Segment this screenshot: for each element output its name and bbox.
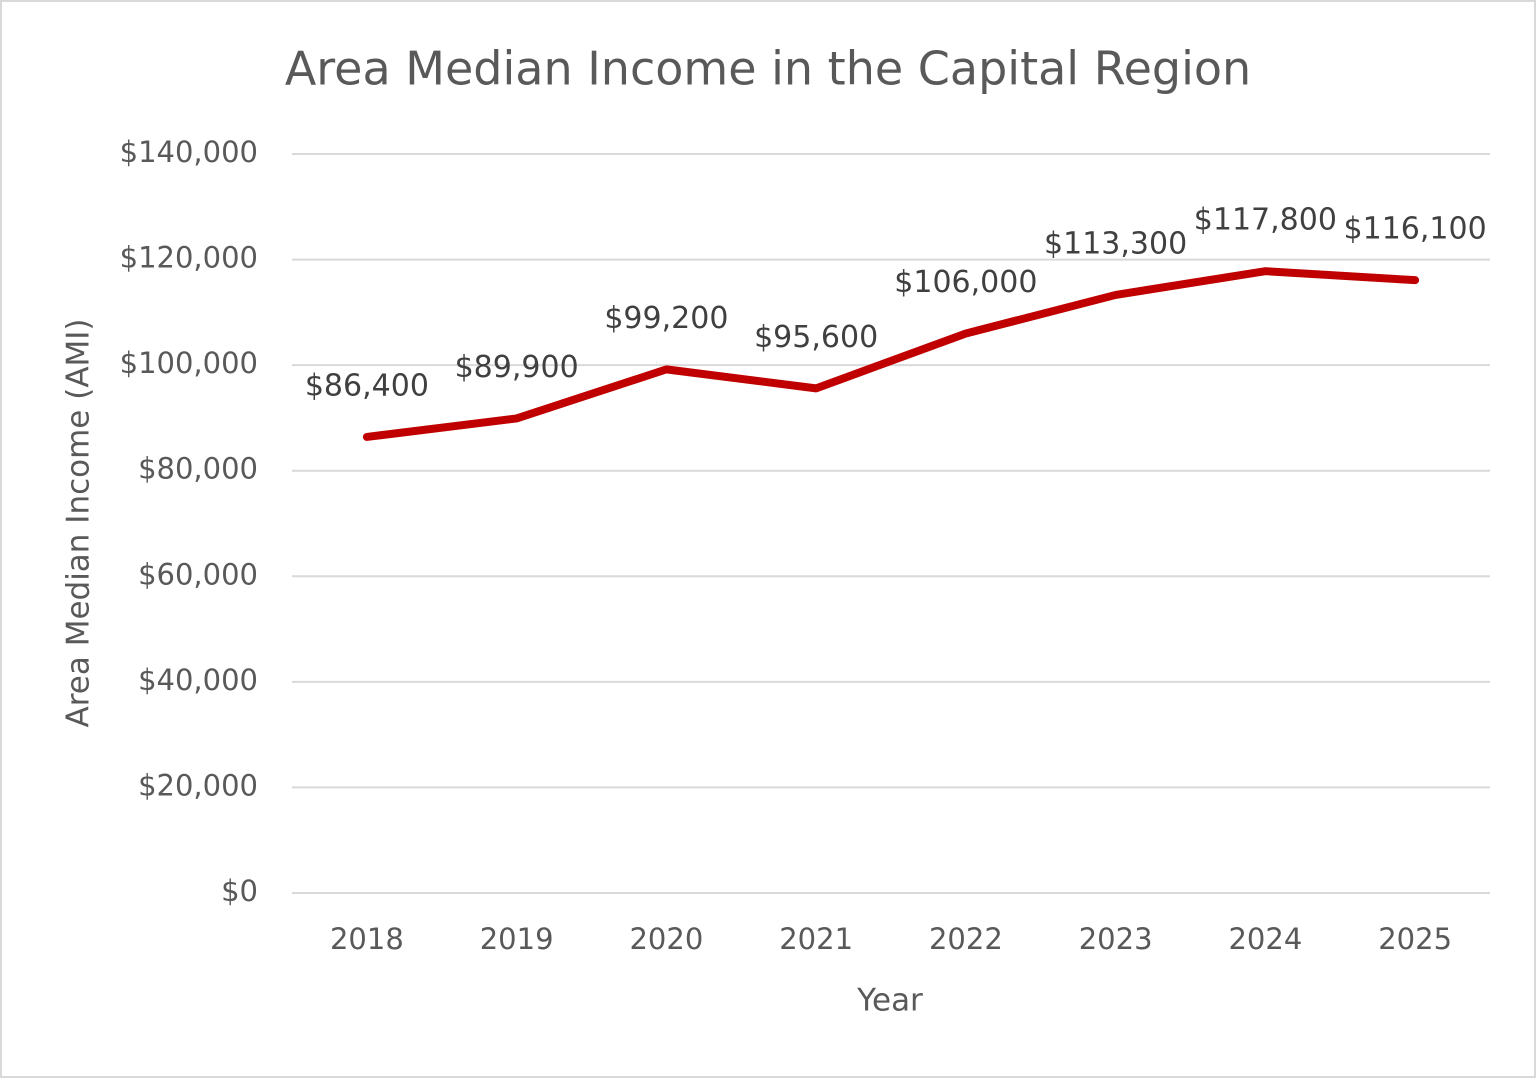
data-label: $116,100 — [1344, 212, 1487, 247]
y-axis-title: Area Median Income (AMI) — [61, 318, 97, 727]
y-tick-label: $140,000 — [120, 135, 258, 169]
data-label: $86,400 — [305, 368, 429, 403]
x-axis-title: Year — [856, 983, 923, 1019]
chart-title: Area Median Income in the Capital Region — [285, 42, 1251, 96]
x-tick-label: 2019 — [480, 922, 554, 956]
data-line — [362, 267, 1420, 441]
x-tick-label: 2024 — [1228, 922, 1302, 956]
y-tick-label: $100,000 — [120, 346, 258, 380]
data-label: $95,600 — [754, 320, 878, 355]
x-tick-label: 2020 — [629, 922, 703, 956]
x-tick-label: 2025 — [1378, 922, 1452, 956]
data-label: $106,000 — [894, 265, 1037, 300]
y-tick-label: $20,000 — [138, 768, 258, 802]
data-label: $113,300 — [1044, 226, 1187, 261]
x-tick-label: 2022 — [929, 922, 1003, 956]
x-tick-label: 2021 — [779, 922, 853, 956]
y-tick-label: $0 — [221, 874, 258, 908]
x-tick-label: 2018 — [330, 922, 404, 956]
data-label: $89,900 — [455, 350, 579, 385]
data-label: $117,800 — [1194, 203, 1337, 238]
y-tick-label: $120,000 — [120, 241, 258, 275]
y-tick-label: $60,000 — [138, 557, 258, 591]
y-tick-label: $40,000 — [138, 663, 258, 697]
x-tick-label: 2023 — [1079, 922, 1153, 956]
y-tick-label: $80,000 — [138, 452, 258, 486]
data-label: $99,200 — [604, 301, 728, 336]
